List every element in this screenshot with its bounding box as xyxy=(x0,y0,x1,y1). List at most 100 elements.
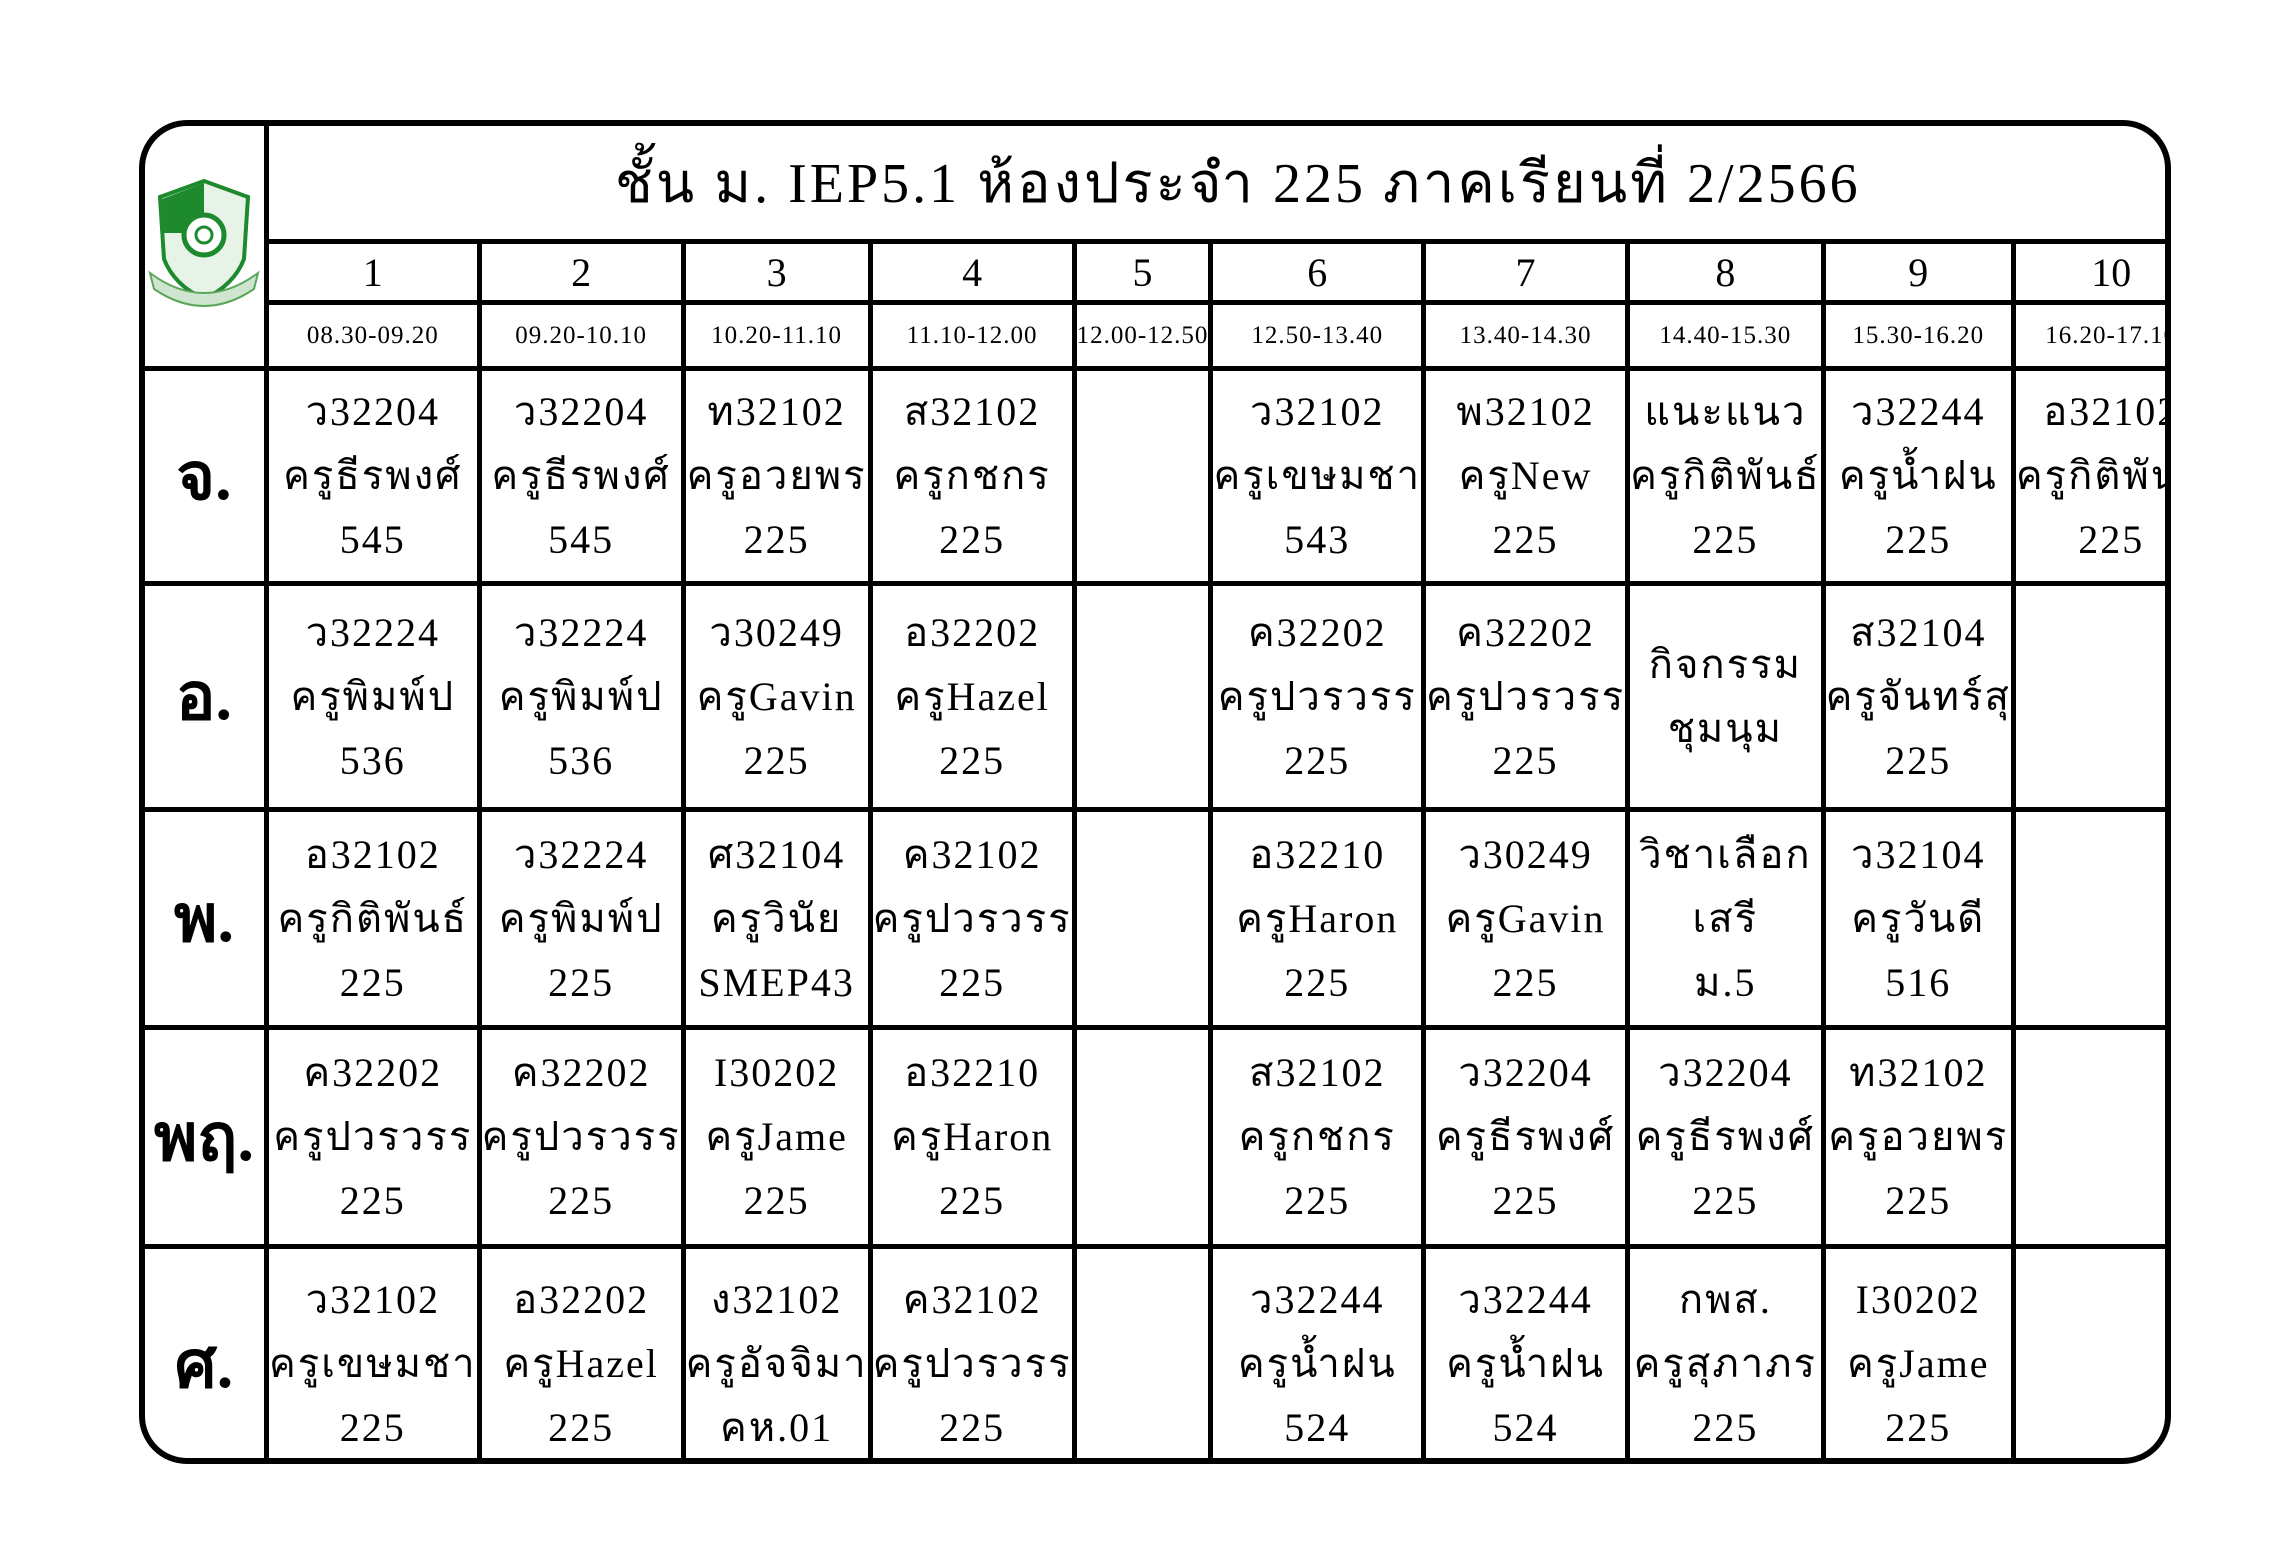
subject-code: ส32102 xyxy=(1249,1050,1386,1095)
class-cell: ส32102 ครูกชกร 225 xyxy=(867,366,1077,586)
room: 225 xyxy=(1492,737,1559,783)
teacher-name: เสรี xyxy=(1692,895,1759,941)
teacher-name: ครูHazel xyxy=(503,1341,659,1386)
subject-code: ว32104 xyxy=(1851,831,1986,877)
class-cell: อ32202 ครูHazel 225 xyxy=(867,581,1077,812)
class-cell: ง32102 ครูอัจจิมา คห.01 xyxy=(680,1244,873,1458)
teacher-name: ครูHaron xyxy=(891,1114,1054,1159)
class-cell: I30202 ครูJame 225 xyxy=(1820,1244,2016,1458)
room: 225 xyxy=(548,959,615,1005)
teacher-name: ครูธีรพงศ์ xyxy=(1435,1114,1616,1159)
class-cell: ศ32104 ครูวินัย SMEP43 xyxy=(680,807,873,1030)
subject-code: ว32204 xyxy=(513,389,649,434)
school-logo-cell xyxy=(145,126,269,371)
class-cell: ว30249 ครูGavin 225 xyxy=(1421,807,1631,1030)
subject-code: ว30249 xyxy=(1458,831,1593,877)
room: 225 xyxy=(1492,959,1559,1005)
period-time: 13.40-14.30 xyxy=(1421,300,1631,371)
subject-code: อ32210 xyxy=(904,1050,1041,1095)
teacher-name: ชุมนุม xyxy=(1667,705,1783,751)
class-cell: พ32102 ครูNew 225 xyxy=(1421,366,1631,586)
class-cell: กพส. ครูสุภาภร 225 xyxy=(1625,1244,1826,1458)
room: 225 xyxy=(339,1178,406,1223)
room: 225 xyxy=(1885,737,1952,783)
period-number: 1 xyxy=(264,239,482,305)
room: 225 xyxy=(1492,517,1559,562)
room: ม.5 xyxy=(1694,959,1757,1005)
class-cell: ว32244 ครูน้ำฝน 524 xyxy=(1421,1244,1631,1458)
room: 225 xyxy=(743,1178,810,1223)
class-cell: ค32102 ครูปวรวรร 225 xyxy=(867,1244,1077,1458)
subject-code: ท32102 xyxy=(707,389,846,434)
school-shield-logo-icon xyxy=(148,178,260,307)
period-number: 4 xyxy=(867,239,1077,305)
subject-code: ว32204 xyxy=(305,389,441,434)
period-time: 15.30-16.20 xyxy=(1820,300,2016,371)
room: 225 xyxy=(939,737,1006,783)
class-cell xyxy=(2010,807,2165,1030)
timetable-frame: ชั้น ม. IEP5.1 ห้องประจำ 225 ภาคเรียนที่… xyxy=(139,120,2171,1464)
subject-code: ว32244 xyxy=(1458,1277,1593,1322)
subject-code: ศ32104 xyxy=(707,831,846,877)
subject-code: ว30249 xyxy=(709,609,844,655)
class-cell: ค32202 ครูปวรวรร 225 xyxy=(264,1025,482,1249)
teacher-name: ครูเขษมชา xyxy=(1213,453,1422,498)
period-number: 5 xyxy=(1071,239,1214,305)
teacher-name: ครูHaron xyxy=(1236,895,1399,941)
room: 225 xyxy=(339,959,406,1005)
day-row: ศ. ว32102 ครูเขษมชา 225 อ32202 ครูHazel 225 ง32… xyxy=(145,1244,2165,1458)
room: 225 xyxy=(1692,1405,1759,1450)
class-cell: อ32202 ครูHazel 225 xyxy=(476,1244,686,1458)
period-number: 2 xyxy=(476,239,686,305)
subject-code: ว32224 xyxy=(305,609,441,655)
class-cell: แนะแนว ครูกิติพันธ์ 225 xyxy=(1625,366,1826,586)
teacher-name: ครูกชกร xyxy=(1238,1114,1396,1159)
room: 225 xyxy=(1885,517,1952,562)
subject-code: ค32102 xyxy=(902,1277,1042,1322)
subject-code: I30202 xyxy=(713,1050,840,1095)
period-time: 08.30-09.20 xyxy=(264,300,482,371)
teacher-name: ครูพิมพ์ป xyxy=(498,673,664,719)
teacher-name: ครูจันทร์สุ xyxy=(1825,673,2011,719)
teacher-name: ครูธีรพงศ์ xyxy=(491,453,671,498)
teacher-name: ครูปวรวรร xyxy=(273,1114,473,1159)
room: 225 xyxy=(743,737,810,783)
teacher-name: ครูอวยพร xyxy=(1828,1114,2009,1159)
teacher-name: ครูGavin xyxy=(696,673,857,719)
subject-code: ส32104 xyxy=(1850,609,1987,655)
room: 225 xyxy=(548,1178,615,1223)
teacher-name: ครูธีรพงศ์ xyxy=(283,453,463,498)
class-cell: ว32204 ครูธีรพงศ์ 225 xyxy=(1421,1025,1631,1249)
subject-code: ว32204 xyxy=(1458,1050,1593,1095)
room: 225 xyxy=(743,517,810,562)
room: 225 xyxy=(1692,517,1759,562)
subject-code: อ32102 xyxy=(2043,389,2171,434)
period-number: 8 xyxy=(1625,239,1826,305)
class-cell xyxy=(1071,1244,1214,1458)
page-title: ชั้น ม. IEP5.1 ห้องประจำ 225 ภาคเรียนที่… xyxy=(263,126,2165,244)
subject-code: ส32102 xyxy=(903,389,1041,434)
period-time: 09.20-10.10 xyxy=(476,300,686,371)
class-cell: ว32244 ครูน้ำฝน 524 xyxy=(1208,1244,1427,1458)
subject-code: ค32202 xyxy=(1456,609,1595,655)
room: 225 xyxy=(939,517,1006,562)
subject-code: ว32224 xyxy=(513,609,649,655)
class-cell: ว32224 ครูพิมพ์ป 536 xyxy=(476,581,686,812)
subject-code: ว32244 xyxy=(1250,1277,1385,1322)
teacher-name: ครูกิติพันธ์ xyxy=(1630,453,1821,498)
room: 225 xyxy=(939,959,1006,1005)
class-cell: ค32202 ครูปวรวรร 225 xyxy=(476,1025,686,1249)
teacher-name: ครูปวรวรร xyxy=(872,1341,1072,1386)
class-cell: อ32102 ครูกิติพันธ์ 225 xyxy=(2010,366,2171,586)
period-number: 3 xyxy=(680,239,873,305)
class-cell: ท32102 ครูอวยพร 225 xyxy=(680,366,873,586)
period-number-row: 1 2 3 4 5 6 7 8 9 10 xyxy=(145,239,2165,305)
day-row: อ. ว32224 ครูพิมพ์ป 536 ว32224 ครูพิมพ์ป 536 ว3… xyxy=(145,581,2165,812)
subject-code: ง32102 xyxy=(710,1277,843,1322)
period-time: 11.10-12.00 xyxy=(867,300,1077,371)
period-time: 12.00-12.50 xyxy=(1071,300,1214,371)
subject-code: กิจกรรม xyxy=(1648,641,1802,687)
class-cell: ค32202 ครูปวรวรร 225 xyxy=(1421,581,1631,812)
class-cell: ว32244 ครูน้ำฝน 225 xyxy=(1820,366,2016,586)
teacher-name: ครูกิติพันธ์ xyxy=(277,895,469,941)
